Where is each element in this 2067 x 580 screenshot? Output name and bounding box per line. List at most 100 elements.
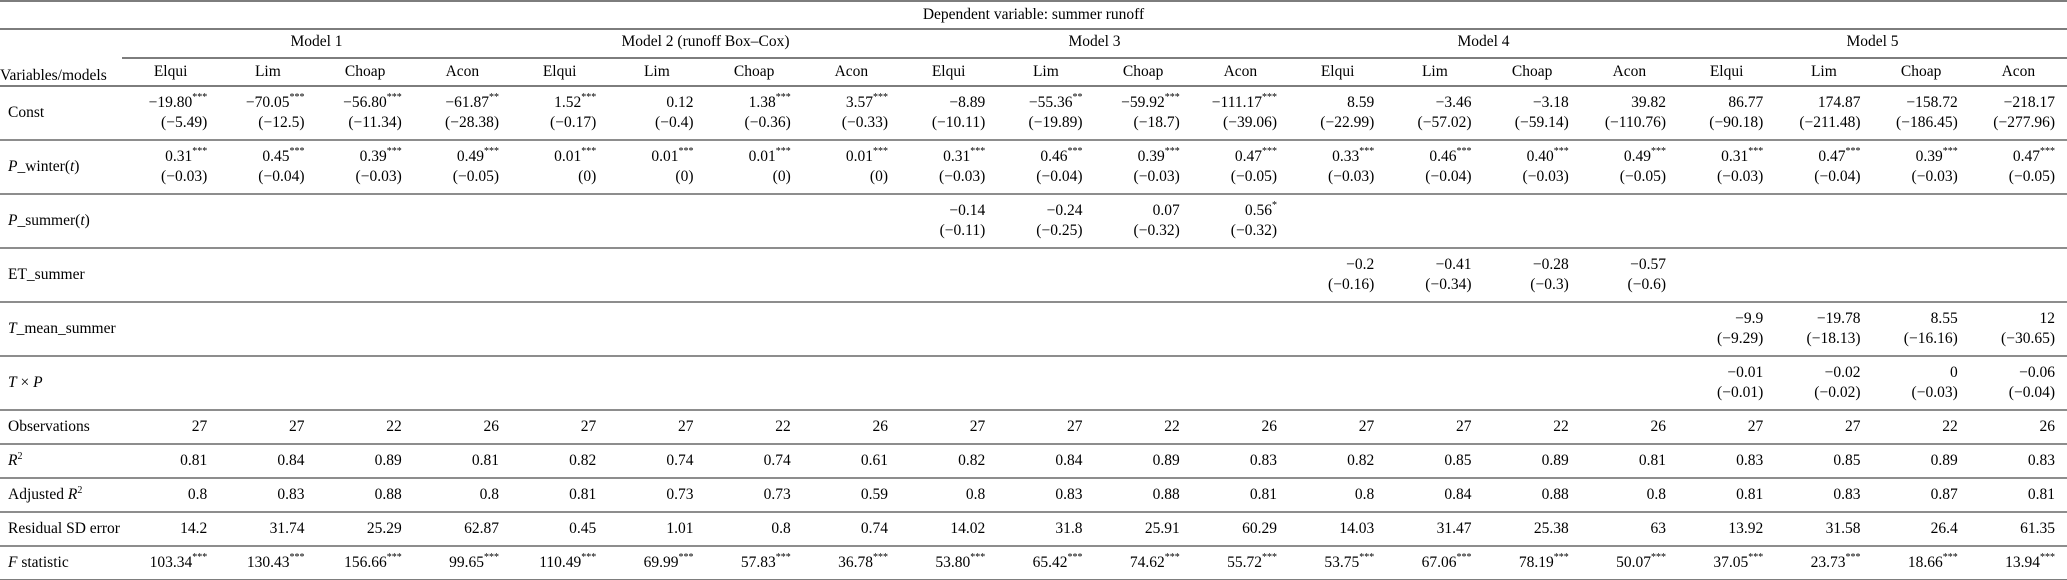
coefficient-value: 0.01*** bbox=[748, 145, 791, 165]
coef-cell bbox=[1191, 356, 1289, 411]
row-label-segment: ) bbox=[74, 158, 80, 175]
significance-stars: *** bbox=[970, 145, 986, 157]
coef-cell bbox=[316, 194, 414, 249]
stat-cell: 22 bbox=[1872, 410, 1970, 445]
stat-value: 0.81 bbox=[2027, 485, 2055, 503]
basin-header-choap: Choap bbox=[316, 59, 414, 87]
stat-value: 0.83 bbox=[1736, 451, 1764, 469]
coefficient-value: 0.47*** bbox=[1234, 145, 1277, 165]
stat-value: 74.62*** bbox=[1129, 551, 1180, 571]
stat-value: 27 bbox=[1358, 417, 1375, 435]
stat-cell: 0.83 bbox=[997, 478, 1095, 513]
coefficient-value: 0.07 bbox=[1152, 201, 1180, 219]
significance-stars: *** bbox=[1651, 145, 1666, 157]
standard-error: (−0.33) bbox=[841, 114, 888, 131]
coefficient-value: −0.14 bbox=[949, 201, 986, 219]
coefficient-value: 0.39*** bbox=[1137, 145, 1180, 165]
row-label-segment: Residual SD error bbox=[8, 520, 120, 537]
coef-cell: −55.36** (−19.89) bbox=[997, 86, 1095, 141]
standard-error: (0) bbox=[772, 168, 791, 185]
coef-cell bbox=[802, 248, 900, 303]
coefficient-value: −0.2 bbox=[1346, 255, 1375, 273]
stat-value: 103.34*** bbox=[149, 551, 208, 571]
coef-cell: 0.01*** (0) bbox=[608, 140, 706, 195]
row-label-segment: _winter( bbox=[17, 158, 70, 175]
stat-cell: 0.59 bbox=[802, 478, 900, 513]
stat-value: 0.89 bbox=[1541, 451, 1569, 469]
coefficient-value: −111.17*** bbox=[1211, 91, 1277, 111]
stat-value: 25.29 bbox=[366, 519, 402, 537]
standard-error: (−0.04) bbox=[1425, 168, 1472, 185]
row-label-t-x-p: T × P bbox=[0, 356, 122, 411]
coef-cell: −218.17 (−277.96) bbox=[1969, 86, 2067, 141]
standard-error: (−59.14) bbox=[1514, 114, 1569, 131]
coefficient-value: −0.02 bbox=[1824, 363, 1861, 381]
stat-value: 0.85 bbox=[1833, 451, 1861, 469]
stat-value: 0.81 bbox=[471, 451, 499, 469]
stat-cell: 36.78*** bbox=[803, 546, 900, 580]
coef-cell bbox=[1969, 248, 2067, 303]
significance-stars: *** bbox=[1456, 145, 1472, 157]
stat-cell: 22 bbox=[316, 410, 414, 445]
coefficient-value: −9.9 bbox=[1735, 309, 1764, 327]
coef-cell: 12 (−30.65) bbox=[1969, 302, 2067, 357]
coef-cell: 0.49*** (−0.05) bbox=[1580, 140, 1678, 195]
stat-value: 0.88 bbox=[1541, 485, 1569, 503]
stat-cell: 31.74 bbox=[219, 512, 317, 547]
row-label-segment: P bbox=[33, 374, 43, 391]
stat-cell: 103.34*** bbox=[122, 546, 219, 580]
row-label-segment: 2 bbox=[77, 484, 83, 496]
coef-cell: 0.40*** (−0.03) bbox=[1483, 140, 1581, 195]
coef-cell bbox=[1191, 248, 1289, 303]
significance-stars: *** bbox=[1553, 145, 1569, 157]
standard-error: (−11.34) bbox=[348, 114, 402, 131]
stat-cell: 0.61 bbox=[802, 444, 900, 479]
stat-value: 22 bbox=[1553, 417, 1569, 435]
coef-cell bbox=[1580, 194, 1678, 249]
coef-cell: 8.59 (−22.99) bbox=[1289, 86, 1387, 141]
coef-cell bbox=[608, 356, 706, 411]
row-label-segment: R bbox=[8, 452, 18, 469]
coef-cell bbox=[219, 194, 317, 249]
coef-cell bbox=[1191, 302, 1289, 357]
coef-cell bbox=[122, 194, 220, 249]
standard-error: (−211.48) bbox=[1799, 114, 1861, 131]
coefficient-value: 0.31*** bbox=[943, 145, 986, 165]
stat-cell: 53.75*** bbox=[1289, 546, 1386, 580]
standard-error: (−110.76) bbox=[1604, 114, 1666, 131]
model-header-2: Model 2 (runoff Box–Cox) bbox=[511, 29, 900, 59]
standard-error: (−0.05) bbox=[2008, 168, 2055, 185]
standard-error: (−0.04) bbox=[2008, 384, 2055, 401]
stat-value: 0.74 bbox=[666, 451, 694, 469]
row-label-segment: T bbox=[8, 320, 17, 337]
stat-cell: 78.19*** bbox=[1484, 546, 1581, 580]
coefficient-value: 0.12 bbox=[666, 93, 694, 111]
standard-error: (−57.02) bbox=[1417, 114, 1472, 131]
coef-cell bbox=[1580, 356, 1678, 411]
coefficient-value: −8.89 bbox=[949, 93, 986, 111]
coef-cell bbox=[1775, 248, 1873, 303]
stat-value: 0.81 bbox=[1249, 485, 1277, 503]
coef-cell bbox=[219, 356, 317, 411]
table-header: Dependent variable: summer runoff Variab… bbox=[0, 1, 2067, 87]
stat-cell: 156.66*** bbox=[317, 546, 414, 580]
significance-stars: *** bbox=[1359, 551, 1375, 563]
stat-value: 63 bbox=[1650, 519, 1667, 537]
coef-cell: 0.56* (−0.32) bbox=[1191, 194, 1289, 249]
coefficient-value: −70.05*** bbox=[245, 91, 305, 111]
stat-cell: 60.29 bbox=[1191, 512, 1289, 547]
stat-value: 0.83 bbox=[277, 485, 305, 503]
standard-error: (−0.05) bbox=[1619, 168, 1666, 185]
stat-row-r2: R2 0.81 0.84 0.89 0.81 0.82 0.74 0.74 0.61 0.82 0.… bbox=[0, 444, 2067, 479]
coef-cell: −19.80*** (−5.49) bbox=[122, 86, 220, 141]
coef-cell bbox=[122, 356, 220, 411]
coef-cell bbox=[705, 248, 803, 303]
standard-error: (−0.16) bbox=[1328, 276, 1375, 293]
coefficient-value: −0.01 bbox=[1727, 363, 1764, 381]
stat-cell: 22 bbox=[1094, 410, 1192, 445]
stat-cell: 27 bbox=[1678, 410, 1776, 445]
stat-cell: 0.89 bbox=[1094, 444, 1192, 479]
stat-cell: 0.8 bbox=[413, 478, 511, 513]
coef-cell bbox=[1386, 194, 1484, 249]
row-label-segment: Adjusted bbox=[8, 486, 68, 503]
